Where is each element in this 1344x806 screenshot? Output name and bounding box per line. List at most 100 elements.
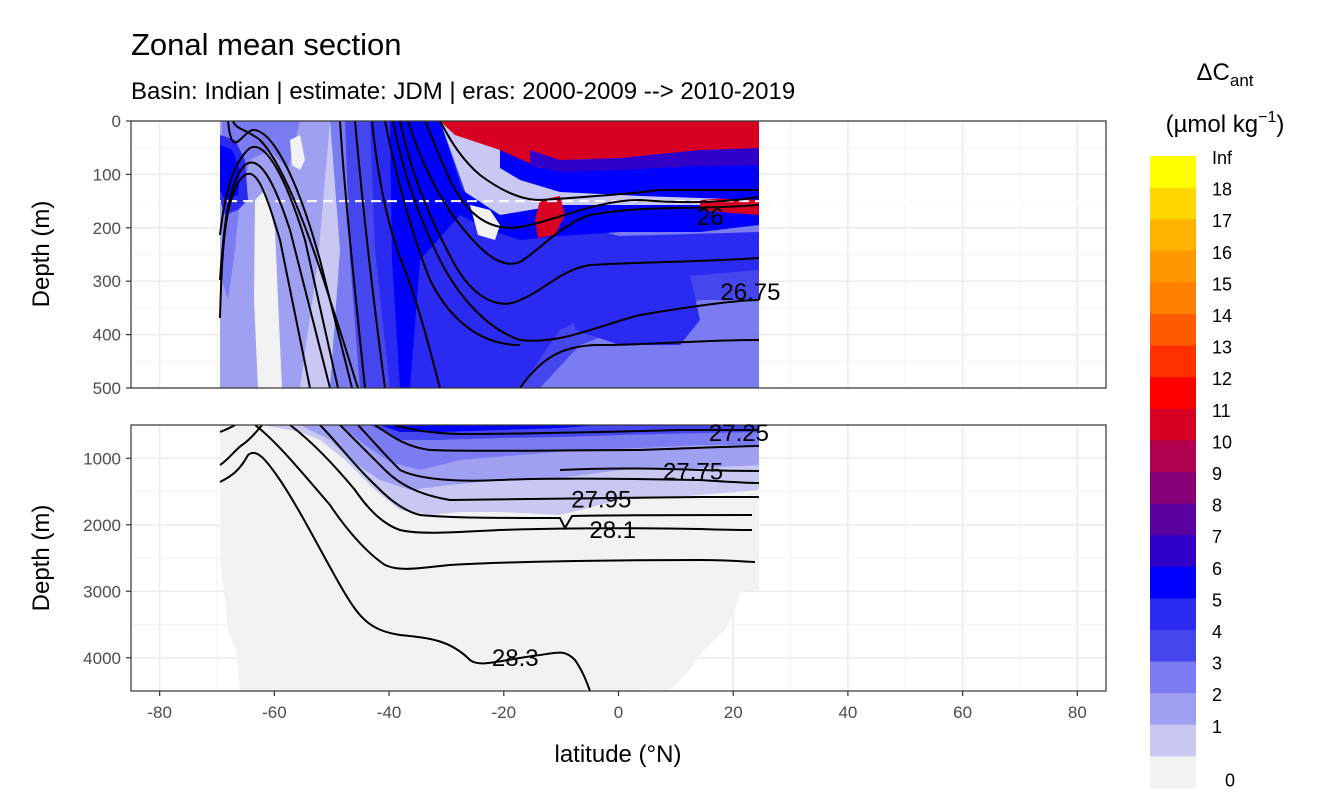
chart-subtitle: Basin: Indian | estimate: JDM | eras: 20…: [131, 78, 795, 105]
contour-upper-7: [354, 121, 386, 388]
contour-lower-1: [219, 451, 591, 691]
lower-isopycnal-contours: [219, 425, 760, 691]
x-tick-label: -80: [147, 703, 172, 722]
legend-color-key: [1150, 156, 1196, 189]
x-tick-label: 60: [953, 703, 972, 722]
contour-lower-4: [254, 425, 756, 570]
legend-color-key: [1150, 187, 1196, 220]
contour-upper-3: [219, 145, 339, 388]
lower-field-band-5: [380, 425, 600, 432]
legend-color-key: [1150, 661, 1196, 694]
legend-label: Inf: [1212, 148, 1233, 168]
legend-color-key: [1150, 566, 1196, 599]
y-axis-label-upper: Depth (m): [28, 201, 55, 308]
legend-label: 11: [1212, 401, 1231, 421]
legend-color-key: [1150, 724, 1196, 757]
x-tick-label: 20: [724, 703, 743, 722]
legend-color-key: [1150, 535, 1196, 568]
contour-upper-4: [227, 121, 353, 388]
legend-color-key: [1150, 250, 1196, 283]
legend-label: 14: [1212, 306, 1232, 326]
isopycnal-label: 26: [697, 204, 724, 231]
legend-label: 18: [1212, 180, 1232, 200]
y-tick-label: 400: [93, 326, 121, 345]
legend-label: 13: [1212, 338, 1232, 358]
legend-unit-sup: −1: [1258, 109, 1276, 126]
legend-label: 7: [1212, 527, 1222, 547]
contour-lower-8: [357, 425, 760, 484]
isopycnal-label: 27.25: [709, 420, 769, 447]
contour-upper-14: [399, 121, 760, 305]
y-tick-label: 200: [93, 219, 121, 238]
y-axis-upper: 0 100 200 300 400 500: [93, 112, 131, 398]
contour-upper-6: [339, 121, 366, 388]
legend-label: 16: [1212, 243, 1232, 263]
legend-color-key: [1150, 377, 1196, 410]
y-tick-label: 100: [93, 165, 121, 184]
y-tick-label: 4000: [83, 649, 121, 668]
contour-lower-7: [339, 425, 760, 502]
isopycnal-label: 27.75: [663, 459, 723, 486]
contour-lower-10: [394, 425, 759, 436]
contour-lower-5: [289, 425, 753, 534]
upper-field-band-6b: [570, 255, 700, 345]
upper-field-band-red-2: [535, 196, 565, 238]
legend-title: ΔCant: [1196, 59, 1253, 90]
y-tick-label: 1000: [83, 449, 121, 468]
upper-field-band-6: [370, 121, 759, 388]
y-axis-lower: 1000 2000 3000 4000: [83, 449, 131, 668]
contour-upper-5: [232, 121, 359, 388]
legend-color-key: [1150, 693, 1196, 726]
y-tick-label: 3000: [83, 582, 121, 601]
legend-label: 5: [1212, 590, 1222, 610]
x-axis-label: latitude (°N): [555, 741, 682, 768]
legend-color-key: [1150, 408, 1196, 441]
contour-upper-15: [519, 339, 760, 388]
legend-label: 2: [1212, 685, 1222, 705]
x-tick-label: -20: [492, 703, 517, 722]
contour-lower-2: [219, 425, 263, 466]
contour-upper-11: [424, 121, 760, 229]
upper-field-band-white-2: [290, 135, 305, 170]
upper-isopycnal-contours: [219, 121, 760, 388]
chart-title: Zonal mean section: [131, 27, 402, 62]
contour-lower-11: [559, 467, 760, 472]
contour-lower-6: [319, 425, 753, 531]
legend-color-key: [1150, 282, 1196, 315]
isopycnal-labels: 26 26.75 27.25 27.75 27.95 28.1 28.3: [492, 204, 781, 672]
contour-upper-12: [439, 121, 759, 202]
legend-unit-close: ): [1276, 111, 1284, 138]
isopycnal-label: 28.1: [589, 517, 636, 544]
legend-title-main: ΔC: [1196, 59, 1229, 86]
y-tick-label: 500: [93, 379, 121, 398]
upper-field-band-blue-strip-2: [530, 148, 759, 172]
x-tick-label: 40: [838, 703, 857, 722]
y-tick-label: 300: [93, 272, 121, 291]
legend-label: 0: [1225, 770, 1235, 790]
lower-panel-field: [219, 425, 760, 691]
contour-upper-8: [371, 121, 441, 388]
legend-label: 8: [1212, 496, 1222, 516]
legend-label: 6: [1212, 559, 1222, 579]
contour-upper-13: [384, 121, 521, 346]
legend-label: 10: [1212, 432, 1232, 452]
legend-title-sub: ant: [1230, 71, 1254, 90]
legend-color-key: [1150, 345, 1196, 378]
upper-field-band-white: [254, 190, 282, 388]
legend-label: 1: [1212, 717, 1222, 737]
legend-color-key: [1150, 756, 1196, 789]
legend-unit: (µmol kg−1): [1166, 109, 1285, 138]
isopycnal-label: 27.95: [571, 486, 631, 513]
upper-panel-border: [130, 120, 1107, 389]
upper-field-band-red: [440, 121, 759, 170]
upper-field-band-left-deep: [220, 145, 240, 200]
legend-label: 15: [1212, 274, 1232, 294]
lower-panel: [130, 424, 1107, 692]
upper-panel-field: [131, 121, 1106, 388]
x-tick-label: -60: [262, 703, 287, 722]
legend-color-keys: [1150, 156, 1196, 789]
legend-color-key: [1150, 440, 1196, 473]
